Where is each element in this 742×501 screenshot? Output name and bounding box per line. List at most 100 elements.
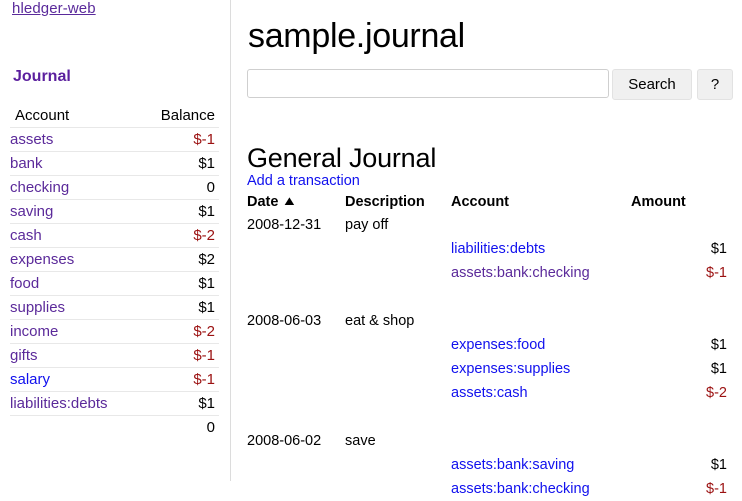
- account-cell: bank: [10, 151, 141, 176]
- account-row: cash $-2: [10, 223, 219, 248]
- account-balance: $2: [140, 247, 219, 272]
- posting-row: expenses:supplies $1: [247, 357, 727, 381]
- account-link[interactable]: salary: [10, 371, 51, 388]
- account-row: expenses $2: [10, 247, 219, 272]
- posting-description-empty: [345, 333, 451, 357]
- posting-account-cell: assets:cash: [451, 381, 631, 405]
- account-row: checking 0: [10, 175, 219, 200]
- brand-link[interactable]: hledger-web: [12, 0, 96, 17]
- posting-account-cell: expenses:food: [451, 333, 631, 357]
- account-cell: gifts: [10, 343, 141, 368]
- posting-account-link[interactable]: assets:bank:checking: [451, 265, 590, 281]
- posting-date-empty: [247, 357, 345, 381]
- account-link[interactable]: bank: [10, 155, 43, 172]
- accounts-table-body: assets $-1 bank $1 checking 0 saving $1 cash $-2 e…: [10, 127, 219, 439]
- posting-account-link[interactable]: assets:bank:checking: [451, 481, 590, 497]
- help-button[interactable]: ?: [697, 69, 733, 100]
- account-link[interactable]: checking: [10, 179, 70, 196]
- account-balance: $-2: [140, 223, 219, 248]
- account-link[interactable]: assets: [10, 131, 54, 148]
- posting-account-link[interactable]: liabilities:debts: [451, 241, 546, 257]
- account-cell: cash: [10, 223, 141, 248]
- account-cell: supplies: [10, 295, 141, 320]
- posting-amount: $1: [710, 337, 727, 353]
- transaction-date: 2008-12-31: [247, 217, 322, 233]
- add-transaction-link[interactable]: Add a transaction: [247, 173, 360, 189]
- transaction-amount-empty: [631, 309, 727, 333]
- account-link[interactable]: gifts: [10, 347, 38, 364]
- account-balance: $-1: [140, 367, 219, 392]
- account-total-row: 0: [10, 415, 219, 439]
- posting-account-link[interactable]: assets:cash: [451, 385, 528, 401]
- account-row: assets $-1: [10, 127, 219, 152]
- posting-date-empty: [247, 333, 345, 357]
- account-balance: $-1: [140, 343, 219, 368]
- total-balance: 0: [140, 415, 219, 439]
- section-title: General Journal: [247, 143, 437, 174]
- account-cell: salary: [10, 367, 141, 392]
- transaction-account-empty: [451, 309, 631, 333]
- account-cell: assets: [10, 127, 141, 152]
- posting-account-link[interactable]: assets:bank:saving: [451, 457, 575, 473]
- transaction-description: eat & shop: [345, 313, 415, 329]
- account-cell: checking: [10, 175, 141, 200]
- posting-account-link[interactable]: expenses:supplies: [451, 361, 571, 377]
- transaction-row: 2008-12-31 pay off: [247, 213, 727, 237]
- search-button[interactable]: Search: [612, 69, 692, 100]
- account-row: liabilities:debts $1: [10, 391, 219, 416]
- account-link[interactable]: supplies: [10, 299, 66, 316]
- posting-row: assets:bank:checking $-1: [247, 261, 727, 285]
- journal-header-row: Date ▲ Description Account Amount: [247, 194, 727, 213]
- account-cell: saving: [10, 199, 141, 224]
- column-header-account: Account: [15, 107, 70, 124]
- accounts-table-head: Account Balance: [10, 106, 219, 128]
- posting-amount: $1: [710, 361, 727, 377]
- column-header-date[interactable]: Date ▲: [247, 194, 345, 213]
- account-cell: income: [10, 319, 141, 344]
- account-row: gifts $-1: [10, 343, 219, 368]
- account-link[interactable]: saving: [10, 203, 54, 220]
- posting-row: assets:bank:saving $1: [247, 453, 727, 477]
- journal-table-head: Date ▲ Description Account Amount: [247, 194, 727, 213]
- account-link[interactable]: liabilities:debts: [10, 395, 108, 412]
- transaction-spacer: [247, 285, 727, 309]
- transaction-date: 2008-06-03: [247, 313, 322, 329]
- account-row: salary $-1: [10, 367, 219, 392]
- transaction-account-empty: [451, 213, 631, 237]
- posting-row: expenses:food $1: [247, 333, 727, 357]
- search-input[interactable]: [247, 69, 609, 98]
- account-link[interactable]: cash: [10, 227, 42, 244]
- sidebar-heading-journal: Journal: [13, 68, 71, 85]
- posting-account-link[interactable]: expenses:food: [451, 337, 546, 353]
- account-balance: $1: [140, 199, 219, 224]
- posting-amount: $1: [710, 457, 727, 473]
- transaction-row: 2008-06-02 save: [247, 429, 727, 453]
- column-header-account: Account: [451, 194, 509, 210]
- account-link[interactable]: income: [10, 323, 59, 340]
- transaction-row: 2008-06-03 eat & shop: [247, 309, 727, 333]
- accounts-header-row: Account Balance: [10, 106, 219, 128]
- journal-table-body: 2008-12-31 pay off liabilities:debts $1 as…: [247, 213, 727, 501]
- account-link[interactable]: expenses: [10, 251, 75, 268]
- posting-date-empty: [247, 381, 345, 405]
- spacer-cell: [247, 285, 727, 309]
- account-balance: 0: [140, 175, 219, 200]
- account-row: food $1: [10, 271, 219, 296]
- transaction-date: 2008-06-02: [247, 433, 322, 449]
- posting-account-cell: liabilities:debts: [451, 237, 631, 261]
- posting-date-empty: [247, 453, 345, 477]
- account-balance: $1: [140, 151, 219, 176]
- posting-row: liabilities:debts $1: [247, 237, 727, 261]
- column-header-description: Description: [345, 194, 425, 210]
- posting-description-empty: [345, 357, 451, 381]
- column-header-date-label: Date: [247, 194, 279, 210]
- account-cell: food: [10, 271, 141, 296]
- posting-account-cell: assets:bank:checking: [451, 261, 631, 285]
- page-title: sample.journal: [248, 16, 465, 55]
- transaction-amount-empty: [631, 429, 727, 453]
- account-link[interactable]: food: [10, 275, 40, 292]
- accounts-balance-table: Account Balance assets $-1 bank $1 checking 0…: [10, 106, 219, 439]
- transaction-account-empty: [451, 429, 631, 453]
- posting-date-empty: [247, 261, 345, 285]
- sidebar: hledger-web Journal Account Balance asse…: [0, 0, 231, 481]
